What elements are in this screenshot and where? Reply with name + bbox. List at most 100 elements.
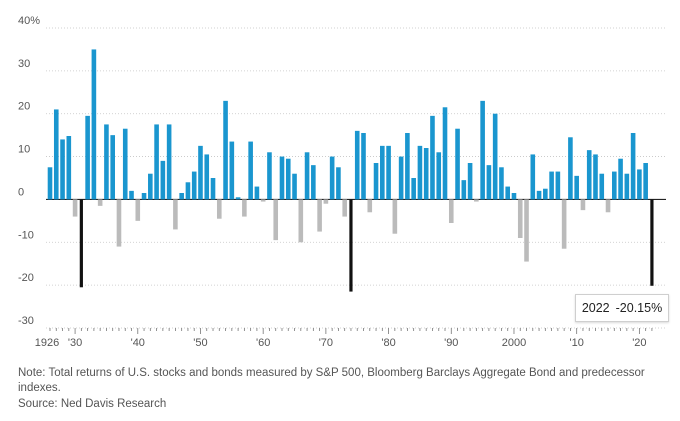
bar-1991 xyxy=(455,128,460,200)
bar-2005 xyxy=(543,188,548,200)
bar-1986 xyxy=(423,148,429,200)
bar-1935 xyxy=(104,124,109,200)
bar-1992 xyxy=(461,180,467,200)
x-tick-label: '60 xyxy=(256,337,270,349)
bar-1959 xyxy=(254,186,260,200)
bar-1937 xyxy=(116,199,122,247)
y-tick-label: -30 xyxy=(18,315,34,327)
bar-1940 xyxy=(135,199,141,221)
bar-1989 xyxy=(442,107,448,200)
bar-1974 xyxy=(349,199,353,292)
bar-1993 xyxy=(467,163,473,200)
x-tick-label: '10 xyxy=(570,337,584,349)
bar-1969 xyxy=(317,199,322,232)
bar-1987 xyxy=(430,115,435,200)
x-tick-label: 1926 xyxy=(35,337,59,349)
bar-1929 xyxy=(66,136,72,200)
bar-1972 xyxy=(336,167,341,200)
bar-1976 xyxy=(361,133,366,200)
bar-1951 xyxy=(204,154,210,200)
bars xyxy=(47,49,654,292)
bar-1973 xyxy=(342,199,347,217)
bar-1964 xyxy=(285,158,291,200)
bar-1990 xyxy=(448,199,454,223)
bar-1985 xyxy=(417,145,423,200)
bar-1958 xyxy=(248,141,253,200)
bar-1977 xyxy=(367,199,373,213)
x-tick-label: '80 xyxy=(381,337,395,349)
bar-2019 xyxy=(630,133,636,200)
y-axis-labels: 40% 30 20 10 0 -10 -20 -30 xyxy=(18,15,40,327)
bar-2022 xyxy=(650,199,654,286)
bar-1931 xyxy=(79,199,83,288)
x-tick-label: '40 xyxy=(131,337,145,349)
bar-1947 xyxy=(179,193,184,200)
bar-1930 xyxy=(72,199,78,217)
bar-1936 xyxy=(110,135,115,200)
bar-2016 xyxy=(612,171,617,200)
x-tick-label: '90 xyxy=(444,337,458,349)
bar-2008 xyxy=(561,199,567,249)
bar-1982 xyxy=(398,156,404,200)
bar-1948 xyxy=(185,182,191,200)
y-tick-label: 20 xyxy=(18,101,30,113)
x-tick-label: '30 xyxy=(68,337,82,349)
bar-2013 xyxy=(593,154,598,200)
bar-1980 xyxy=(386,145,391,200)
bar-1999 xyxy=(505,186,511,200)
bar-1975 xyxy=(354,130,360,200)
bar-2020 xyxy=(637,169,642,200)
bar-1994 xyxy=(474,199,479,202)
y-tick-label: -10 xyxy=(18,229,34,241)
bar-1926 xyxy=(47,167,53,200)
bar-1932 xyxy=(85,115,90,200)
bar-2000 xyxy=(511,193,517,200)
bar-1933 xyxy=(91,49,97,200)
bar-1981 xyxy=(392,199,398,234)
bar-1950 xyxy=(198,145,203,200)
bar-1946 xyxy=(173,199,178,230)
x-tick-label: '50 xyxy=(193,337,207,349)
bar-1962 xyxy=(273,199,279,241)
y-tick-label: 0 xyxy=(18,186,24,198)
bar-2004 xyxy=(536,190,542,200)
bar-2017 xyxy=(618,158,623,200)
bar-2021 xyxy=(643,163,648,200)
bar-1979 xyxy=(380,145,385,200)
bar-1956 xyxy=(235,197,241,200)
bar-2006 xyxy=(549,171,554,200)
bar-2001 xyxy=(517,199,523,238)
bar-2002 xyxy=(524,199,529,262)
bar-1966 xyxy=(298,199,304,243)
bar-1988 xyxy=(436,152,442,200)
chart-note: Note: Total returns of U.S. stocks and b… xyxy=(18,367,645,394)
bar-1944 xyxy=(160,160,166,200)
bar-2003 xyxy=(530,154,536,200)
y-tick-label: 10 xyxy=(18,144,30,156)
bar-1960 xyxy=(260,199,266,202)
bar-1957 xyxy=(242,199,247,217)
callout-year: 2022 xyxy=(581,301,610,315)
bar-2014 xyxy=(599,173,605,200)
callout-value: -20.15% xyxy=(615,301,663,315)
bar-1995 xyxy=(480,100,485,200)
bar-2007 xyxy=(555,171,561,200)
bar-1967 xyxy=(304,152,310,200)
y-tick-label: -20 xyxy=(18,272,34,284)
bar-1968 xyxy=(311,165,316,200)
bar-1998 xyxy=(499,167,504,200)
bar-1942 xyxy=(148,173,153,200)
y-tick-label: 40% xyxy=(18,15,40,27)
bar-1934 xyxy=(97,199,103,206)
y-tick-label: 30 xyxy=(18,58,30,70)
bar-1984 xyxy=(411,178,416,200)
bar-1963 xyxy=(279,156,285,200)
bar-2010 xyxy=(574,175,579,200)
bar-1955 xyxy=(229,141,235,200)
callout-2022: 2022 -20.15% xyxy=(575,294,669,322)
bar-1983 xyxy=(405,133,410,200)
bar-2012 xyxy=(586,150,592,200)
bar-1939 xyxy=(129,190,134,200)
chart: 40% 30 20 10 0 -10 -20 -30 1926 '30 '40 '50 '60 '70 '… xyxy=(18,15,666,349)
bar-2018 xyxy=(624,173,630,200)
